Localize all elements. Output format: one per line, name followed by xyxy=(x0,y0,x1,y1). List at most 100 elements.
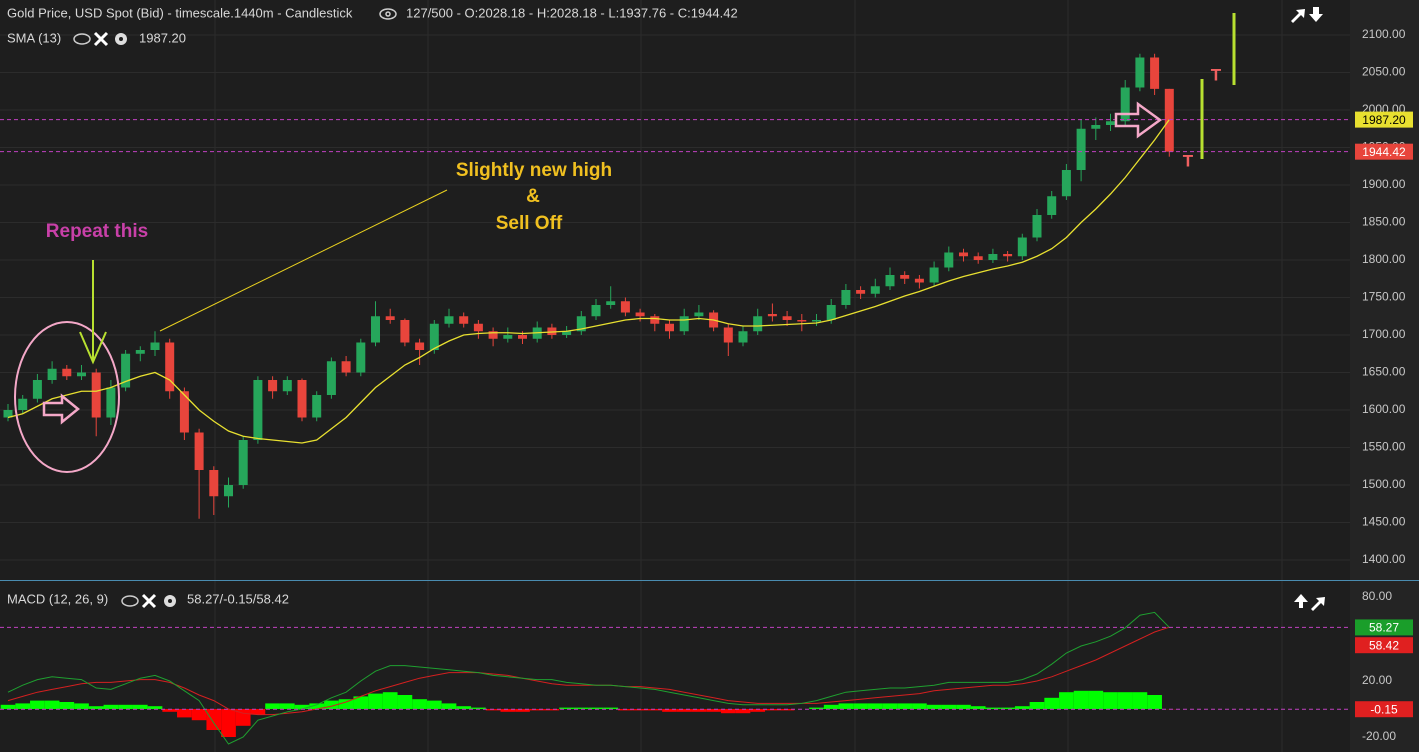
histogram-bar xyxy=(309,703,325,710)
histogram-bar xyxy=(970,706,986,710)
sma-line xyxy=(7,119,1170,444)
candle-body xyxy=(1061,170,1071,197)
candle-body xyxy=(3,409,13,418)
histogram-bar xyxy=(103,704,119,710)
candle-body xyxy=(885,275,895,287)
histogram-bar xyxy=(603,707,619,710)
candle-body xyxy=(959,252,968,257)
histogram-bar xyxy=(147,706,163,710)
histogram-bar xyxy=(838,703,854,710)
candle-body xyxy=(1106,121,1115,126)
sma-icons xyxy=(73,31,127,47)
sma-price-label: 1987.20 xyxy=(1362,113,1406,127)
histogram-bar xyxy=(1000,707,1015,710)
histogram-bar xyxy=(294,704,310,710)
arrow-drawing xyxy=(42,393,80,425)
candle-body xyxy=(341,361,351,373)
level-label: 58.42 xyxy=(1369,638,1399,652)
green-arrow xyxy=(79,260,107,365)
histogram-bar xyxy=(882,703,898,710)
candle-body xyxy=(797,319,807,322)
candle-body xyxy=(944,252,954,268)
histogram-bar xyxy=(88,706,104,710)
ohlc-info: 127/500 - O:2028.18 - H:2028.18 - L:1937… xyxy=(406,5,738,20)
histogram-bar xyxy=(691,709,707,712)
histogram-bar xyxy=(368,693,383,710)
candle-body xyxy=(723,327,733,343)
candle-body xyxy=(150,342,160,350)
histogram-bar xyxy=(1132,692,1148,710)
histogram-bar xyxy=(74,703,89,710)
histogram-bar xyxy=(941,704,957,710)
annotation: & xyxy=(526,186,540,207)
histogram-bar xyxy=(720,709,736,714)
candle-body xyxy=(135,349,145,354)
histogram-bar xyxy=(206,709,222,731)
sma-value: 1987.20 xyxy=(139,30,186,45)
candle-body xyxy=(1091,125,1101,129)
candle-body xyxy=(650,316,660,324)
candle-body xyxy=(326,361,336,395)
histogram-bar xyxy=(426,700,442,710)
histogram-bar xyxy=(118,704,133,710)
candle-body xyxy=(1003,254,1013,257)
histogram-bar xyxy=(15,703,31,710)
histogram-bar xyxy=(500,709,516,712)
histogram-bar xyxy=(912,703,927,710)
histogram-bar xyxy=(1088,690,1104,710)
candle-body xyxy=(1047,196,1057,216)
candle-body xyxy=(1135,57,1145,88)
histogram-bar xyxy=(1059,692,1074,710)
candle-body xyxy=(1076,128,1086,171)
candle-body xyxy=(473,323,483,332)
candle-body xyxy=(32,379,42,399)
level-label-box xyxy=(1355,701,1413,718)
histogram-bar xyxy=(823,704,839,710)
histogram-bar xyxy=(279,703,295,710)
chart-title: Gold Price, USD Spot (Bid) - timescale.1… xyxy=(7,5,353,20)
histogram-bar xyxy=(809,707,824,710)
histogram-bar xyxy=(412,699,427,710)
y-tick-label: 1550.00 xyxy=(1362,440,1406,454)
candle-body xyxy=(459,316,469,324)
candle-body xyxy=(77,372,86,377)
candle-body xyxy=(812,319,821,322)
y-tick-label: 1500.00 xyxy=(1362,477,1406,491)
candle-body xyxy=(870,286,880,294)
candle-body xyxy=(106,387,116,418)
histogram-bar xyxy=(926,704,942,710)
histogram-bar xyxy=(132,704,148,710)
y-tick-label: 1400.00 xyxy=(1362,552,1406,566)
histogram-bar xyxy=(544,709,560,711)
candle-body xyxy=(1017,237,1027,257)
candle-body xyxy=(268,379,278,392)
histogram-bar xyxy=(676,709,692,712)
histogram-bar xyxy=(441,703,457,710)
histogram-bar xyxy=(221,709,236,738)
histogram-bar xyxy=(324,700,339,710)
macd-label: MACD (12, 26, 9) xyxy=(7,591,108,606)
y-tick-label: 1900.00 xyxy=(1362,177,1406,191)
annotation: Repeat this xyxy=(46,221,148,242)
histogram-bar xyxy=(1103,692,1118,710)
close-price-label: 1944.42 xyxy=(1362,145,1406,159)
histogram-bar xyxy=(397,695,413,710)
candle-body xyxy=(179,391,189,433)
histogram-bar xyxy=(162,709,178,712)
candle-body xyxy=(914,278,924,283)
eye-icon xyxy=(379,8,397,20)
annotation: Slightly new high xyxy=(456,160,612,181)
candle-body xyxy=(679,316,689,332)
candle-body xyxy=(562,331,572,335)
toolbar-icons[interactable] xyxy=(1291,7,1325,611)
histogram-bar xyxy=(573,707,589,710)
level-label: -0.15 xyxy=(1370,702,1398,716)
v-grid xyxy=(214,0,1283,752)
sma-label: SMA (13) xyxy=(7,30,61,45)
y-tick-label: 2100.00 xyxy=(1362,27,1406,41)
circle-drawing xyxy=(14,321,120,473)
macd-readout: 58.27/-0.15/58.42 xyxy=(187,591,289,606)
candle-body xyxy=(606,301,616,305)
